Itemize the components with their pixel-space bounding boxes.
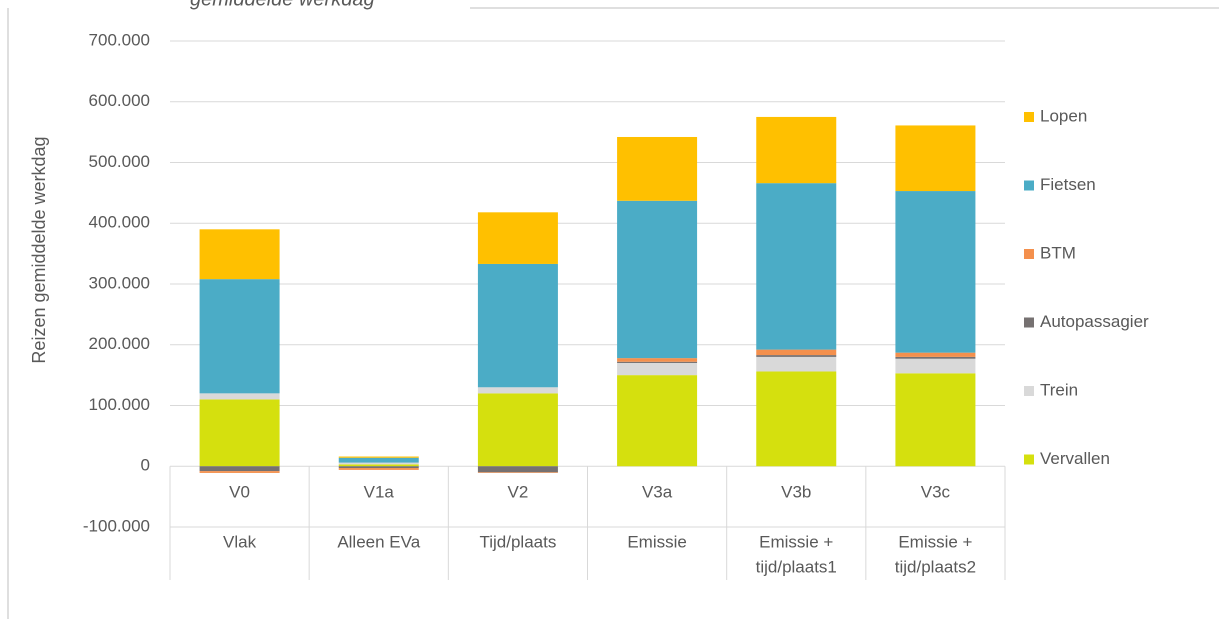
bar-segment bbox=[756, 349, 837, 356]
bar-segment bbox=[477, 472, 558, 473]
y-axis-label: Reizen gemiddelde werkdag bbox=[29, 136, 49, 363]
y-tick-label: 200.000 bbox=[89, 334, 150, 353]
x-tick-label: V3a bbox=[642, 482, 673, 501]
group-label: Alleen EVa bbox=[337, 532, 420, 551]
bar-segment bbox=[338, 456, 419, 458]
bar-segment bbox=[895, 358, 976, 374]
chart-title: gemiddelde werkdag bbox=[190, 0, 375, 10]
legend-swatch bbox=[1024, 454, 1034, 465]
y-tick-label: -100.000 bbox=[83, 516, 150, 535]
bar-segment bbox=[617, 200, 698, 359]
y-tick-label: 400.000 bbox=[89, 213, 150, 232]
x-tick-label: V3b bbox=[781, 482, 811, 501]
bar-segment bbox=[477, 263, 558, 388]
legend-swatch bbox=[1024, 180, 1034, 191]
x-tick-label: V2 bbox=[508, 482, 529, 501]
legend-swatch bbox=[1024, 112, 1034, 122]
legend-label: Fietsen bbox=[1040, 175, 1096, 194]
bar-segment bbox=[617, 362, 698, 376]
legend-swatch bbox=[1024, 317, 1034, 328]
bar-segment bbox=[895, 191, 976, 353]
bar-segment bbox=[756, 356, 837, 372]
x-tick-label: V3c bbox=[921, 482, 951, 501]
bar-segment bbox=[617, 361, 698, 363]
y-tick-label: 100.000 bbox=[89, 395, 150, 414]
bar-segment bbox=[477, 393, 558, 467]
legend-swatch bbox=[1024, 386, 1034, 396]
bar-segment bbox=[338, 468, 419, 470]
group-label: Tijd/plaats bbox=[479, 532, 556, 551]
bar-segment bbox=[895, 373, 976, 467]
bar-segment bbox=[477, 466, 558, 473]
x-tick-label: V1a bbox=[364, 482, 395, 501]
legend-label: Lopen bbox=[1040, 106, 1087, 125]
bar-segment bbox=[756, 116, 837, 184]
bar-segment bbox=[477, 212, 558, 264]
bar-segment bbox=[895, 356, 976, 359]
x-tick-label: V0 bbox=[229, 482, 250, 501]
legend-label: Autopassagier bbox=[1040, 312, 1149, 331]
bar-segment bbox=[338, 464, 419, 467]
bar-segment bbox=[895, 352, 976, 357]
y-tick-label: 300.000 bbox=[89, 273, 150, 292]
bar-segment bbox=[477, 387, 558, 394]
legend-label: BTM bbox=[1040, 243, 1076, 262]
y-tick-label: 600.000 bbox=[89, 91, 150, 110]
bar-segment bbox=[199, 466, 280, 472]
bar-segment bbox=[756, 183, 837, 350]
bar-segment bbox=[338, 457, 419, 463]
legend-label: Trein bbox=[1040, 380, 1078, 399]
group-label: Vlak bbox=[223, 532, 257, 551]
group-label: tijd/plaats1 bbox=[756, 557, 837, 576]
bar-segment bbox=[617, 136, 698, 201]
group-label: Emissie + bbox=[759, 532, 833, 551]
bar-segment bbox=[617, 358, 698, 362]
group-label: Emissie bbox=[627, 532, 687, 551]
y-tick-label: 700.000 bbox=[89, 30, 150, 49]
bar-segment bbox=[756, 355, 837, 357]
group-label: Emissie + bbox=[898, 532, 972, 551]
bar-segment bbox=[199, 393, 280, 400]
bar-segment bbox=[338, 462, 419, 465]
legend-label: Vervallen bbox=[1040, 449, 1110, 468]
bar-segment bbox=[199, 229, 280, 280]
bar-segment bbox=[199, 279, 280, 394]
bar-segment bbox=[338, 466, 419, 469]
y-tick-label: 0 bbox=[141, 456, 150, 475]
bar-segment bbox=[756, 371, 837, 467]
group-label: tijd/plaats2 bbox=[895, 557, 976, 576]
bar-segment bbox=[895, 125, 976, 192]
legend-swatch bbox=[1024, 249, 1034, 259]
bar-segment bbox=[199, 399, 280, 467]
y-tick-label: 500.000 bbox=[89, 152, 150, 171]
bar-segment bbox=[617, 375, 698, 467]
bar-segment bbox=[199, 471, 280, 473]
